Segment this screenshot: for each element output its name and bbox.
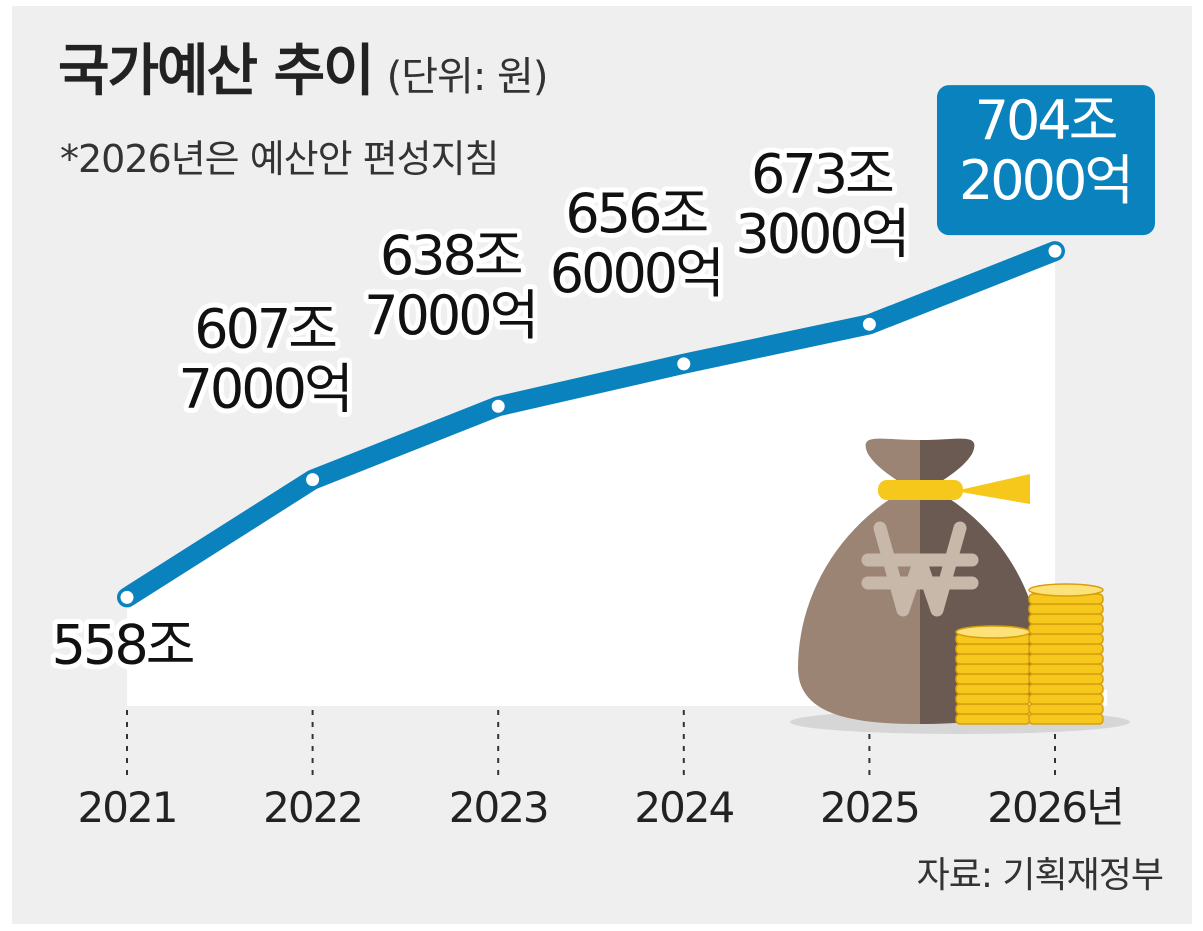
x-label-4: 2025 — [820, 783, 919, 832]
x-label-2: 2023 — [449, 783, 548, 832]
data-points — [117, 241, 1065, 607]
source-label: 자료: 기획재정부 — [916, 855, 1164, 896]
data-point-5 — [1045, 241, 1065, 261]
data-label-1-line-0: 607조 — [194, 298, 335, 361]
data-label-3-line-0: 656조 — [565, 182, 706, 245]
series-line — [117, 241, 1065, 608]
data-point-3 — [674, 354, 694, 374]
data-point-0 — [117, 587, 137, 607]
data-label-5-line-1: 2000억 — [959, 149, 1131, 212]
data-point-1 — [303, 470, 323, 490]
won-sign-icon — [861, 521, 979, 617]
data-label-1-line-1: 7000억 — [179, 358, 351, 421]
data-point-4 — [859, 314, 879, 334]
x-label-1: 2022 — [263, 783, 362, 832]
data-label-4-line-1: 3000억 — [735, 202, 907, 265]
data-label-2-line-1: 7000억 — [364, 284, 536, 347]
data-label-0-line-0: 558조 — [52, 613, 193, 676]
x-label-0: 2021 — [78, 783, 177, 832]
chart-title: 국가예산 추이 (단위: 원) — [58, 39, 549, 104]
data-point-2 — [488, 396, 508, 416]
x-axis-labels: 2021 2022 2023 2024 2025 2026년 — [78, 783, 1125, 832]
highlight-label-box — [937, 85, 1155, 236]
data-label-4-line-0: 673조 — [751, 142, 892, 205]
data-labels: 558조607조7000억638조7000억656조6000억673조3000억… — [47, 85, 1155, 681]
unit-label: (단위: 원) — [386, 54, 549, 100]
x-label-3: 2024 — [634, 783, 733, 832]
data-label-2-line-0: 638조 — [380, 224, 521, 287]
data-label-5-line-0: 704조 — [975, 89, 1116, 152]
x-label-5: 2026년 — [987, 783, 1123, 832]
data-label-3-line-1: 6000억 — [550, 242, 722, 305]
chart-note: *2026년은 예산안 편성지침 — [60, 137, 500, 181]
coin-stack-icon — [955, 583, 1104, 725]
